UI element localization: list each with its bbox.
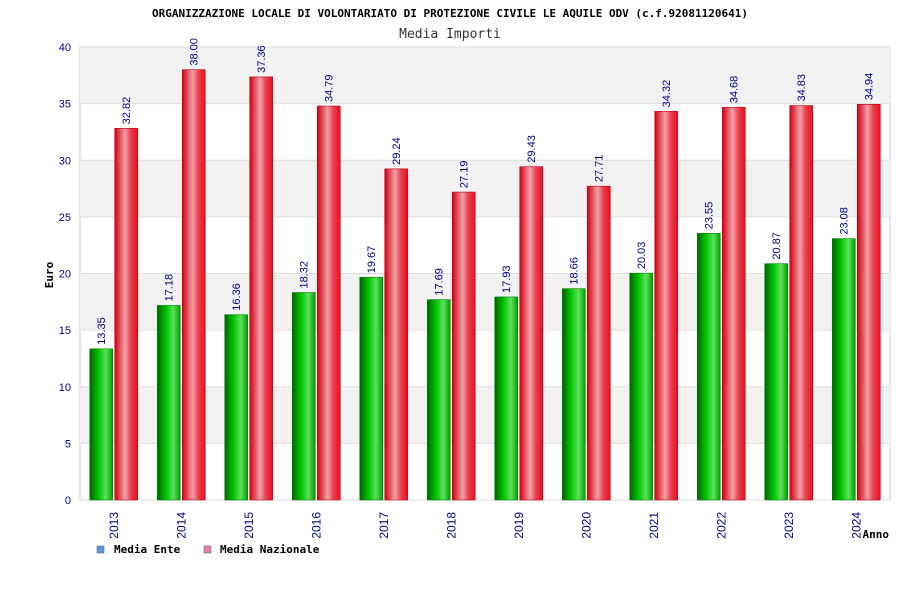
bar-ente-2018 <box>426 299 451 501</box>
value-labels: 13.35 32.82 17.18 38.00 16.36 37.36 18.32 34.79… <box>96 38 876 345</box>
value-label: 29.24 <box>391 137 403 165</box>
x-tick-label: 2019 <box>512 512 526 539</box>
value-label: 34.94 <box>864 73 876 101</box>
value-label: 34.68 <box>729 76 741 104</box>
x-tick-label: 2020 <box>579 512 593 539</box>
value-label: 34.32 <box>661 80 673 108</box>
value-label: 38.00 <box>189 38 201 66</box>
bar-ente-2024 <box>831 238 856 501</box>
value-label: 13.35 <box>96 317 108 345</box>
value-label: 29.43 <box>526 135 538 163</box>
y-axis-ticks: 0 5 10 15 20 25 30 35 40 <box>59 42 71 507</box>
plot-band <box>80 47 890 104</box>
y-tick-label: 35 <box>59 99 71 111</box>
value-label: 23.08 <box>839 207 851 235</box>
bar-ente-2021 <box>629 272 654 501</box>
bar-nazionale-2013 <box>114 128 139 501</box>
x-tick-label: 2022 <box>714 512 728 539</box>
legend-swatch <box>203 545 212 554</box>
bar-nazionale-2024 <box>856 104 881 501</box>
chart-subtitle: Media Importi <box>399 27 501 42</box>
bar-nazionale-2019 <box>519 166 544 501</box>
bar-nazionale-2022 <box>721 106 746 501</box>
bar-ente-2019 <box>494 296 519 501</box>
value-label: 18.66 <box>569 257 581 285</box>
value-label: 17.69 <box>434 268 446 296</box>
x-tick-label: 2015 <box>242 512 256 539</box>
y-tick-label: 10 <box>59 382 71 394</box>
value-label: 18.32 <box>299 261 311 289</box>
x-tick-label: 2024 <box>849 512 863 539</box>
bar-nazionale-2023 <box>789 105 814 501</box>
bar-ente-2023 <box>764 263 789 501</box>
y-tick-label: 0 <box>65 495 71 507</box>
bar-ente-2016 <box>291 292 316 501</box>
value-label: 34.83 <box>796 74 808 102</box>
legend-label: Media Ente <box>114 543 181 556</box>
x-tick-label: 2023 <box>782 512 796 539</box>
legend-label: Media Nazionale <box>220 543 320 556</box>
x-tick-label: 2021 <box>647 512 661 539</box>
bar-nazionale-2018 <box>451 191 476 501</box>
legend: Media Ente Media Nazionale <box>96 543 320 556</box>
plot-band <box>80 386 890 444</box>
value-label: 17.18 <box>164 274 176 302</box>
y-tick-label: 20 <box>59 269 71 281</box>
value-label: 27.19 <box>459 161 471 189</box>
bar-ente-2015 <box>224 314 249 501</box>
value-label: 32.82 <box>121 97 133 125</box>
value-label: 19.67 <box>366 246 378 274</box>
y-tick-label: 40 <box>59 42 71 54</box>
bar-nazionale-2020 <box>586 185 611 501</box>
x-tick-label: 2013 <box>107 512 121 539</box>
legend-swatch <box>96 545 105 554</box>
bar-ente-2020 <box>561 288 586 501</box>
y-tick-label: 15 <box>59 325 71 337</box>
x-tick-label: 2014 <box>174 512 188 539</box>
y-tick-label: 5 <box>65 438 71 450</box>
y-tick-label: 30 <box>59 155 71 167</box>
chart-title: ORGANIZZAZIONE LOCALE DI VOLONTARIATO DI… <box>152 7 748 20</box>
bar-nazionale-2021 <box>654 111 679 501</box>
y-axis-label: Euro <box>43 261 56 288</box>
plot-band <box>80 160 890 217</box>
gridlines <box>80 46 890 501</box>
x-axis-label: Anno <box>863 528 890 541</box>
y-tick-label: 25 <box>59 212 71 224</box>
value-label: 16.36 <box>231 283 243 311</box>
value-label: 17.93 <box>501 265 513 293</box>
bar-ente-2017 <box>359 276 384 501</box>
bars <box>89 69 881 501</box>
value-label: 37.36 <box>256 45 268 73</box>
bar-ente-2014 <box>156 305 181 501</box>
bar-nazionale-2014 <box>181 69 206 501</box>
value-label: 34.79 <box>324 74 336 102</box>
value-label: 23.55 <box>704 202 716 230</box>
x-tick-label: 2018 <box>444 512 458 539</box>
plot-band <box>80 273 890 331</box>
x-axis-ticks: 2013 2014 2015 2016 2017 2018 2019 2020 2021 2022… <box>107 512 864 539</box>
bar-nazionale-2015 <box>249 76 274 501</box>
bar-ente-2022 <box>696 232 721 501</box>
bar-nazionale-2016 <box>316 105 341 501</box>
value-label: 27.71 <box>594 155 606 183</box>
value-label: 20.87 <box>771 232 783 260</box>
bar-ente-2013 <box>89 348 114 501</box>
value-label: 20.03 <box>636 242 648 270</box>
x-tick-label: 2016 <box>309 512 323 539</box>
x-tick-label: 2017 <box>377 512 391 539</box>
bar-nazionale-2017 <box>384 168 409 501</box>
